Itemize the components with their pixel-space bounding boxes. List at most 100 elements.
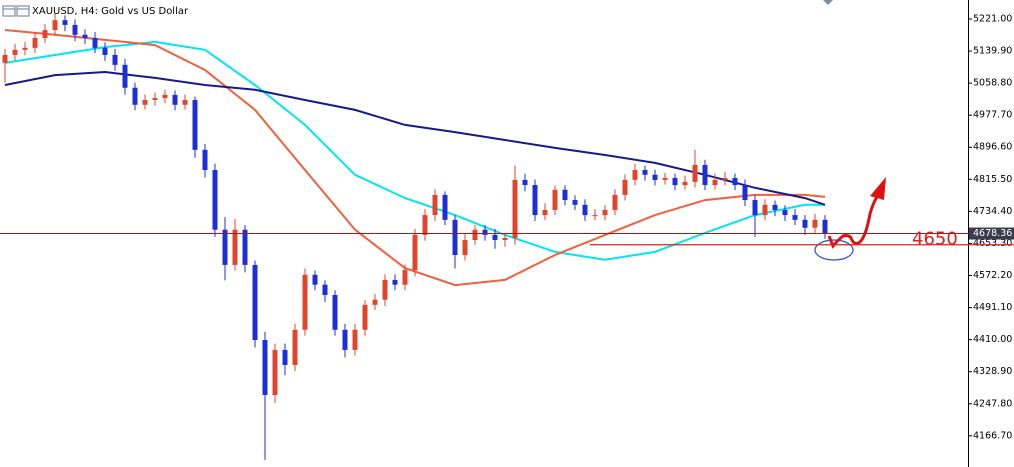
candle-body (322, 284, 328, 295)
candle-body (612, 194, 618, 210)
candle-body (112, 54, 118, 65)
candle-body (652, 174, 658, 180)
candle-body (272, 349, 278, 395)
candle-body (772, 204, 778, 210)
y-tick-label: 4734.40 (973, 206, 1012, 217)
candle-body (512, 179, 518, 239)
y-tick-label: 4247.80 (973, 398, 1012, 409)
candle-body (92, 37, 98, 48)
candle-body (282, 349, 288, 365)
candle-body (522, 179, 528, 186)
candle-body (592, 215, 598, 217)
candle-body (412, 234, 418, 271)
candle-body (182, 100, 188, 105)
y-tick-label: 4815.50 (973, 174, 1012, 185)
candle-body (762, 204, 768, 216)
plot-area (2, 13, 828, 460)
candle-body (792, 215, 798, 220)
y-tick-label: 4572.20 (973, 270, 1012, 281)
candle-body (482, 229, 488, 235)
candle-body (122, 64, 128, 88)
candle-body (442, 194, 448, 220)
candle-body (292, 329, 298, 365)
candle-body (382, 279, 388, 300)
candle-body (392, 279, 398, 285)
candle-body (422, 215, 428, 235)
moving-average-line (4, 40, 825, 261)
candle-body (212, 170, 218, 230)
candle-body (782, 209, 788, 216)
candle-body (362, 304, 368, 330)
candle-body (402, 270, 408, 285)
candle-body (82, 34, 88, 38)
candle-body (32, 37, 38, 48)
candle-body (502, 238, 508, 241)
candle-body (732, 177, 738, 186)
candle-body (572, 200, 578, 205)
y-tick-label: 4166.70 (973, 430, 1012, 441)
candle-body (222, 229, 228, 265)
candle-body (342, 329, 348, 350)
candle-body (12, 49, 18, 55)
candle-body (722, 177, 728, 180)
candle-body (682, 181, 688, 186)
candle-body (812, 219, 818, 228)
candle-body (52, 20, 58, 31)
candle-body (162, 94, 168, 99)
candle-body (132, 87, 138, 105)
candle-body (622, 179, 628, 195)
candle-body (672, 177, 678, 186)
candle-body (582, 204, 588, 216)
moving-average-line (4, 70, 826, 206)
y-tick-label: 4977.70 (973, 110, 1012, 121)
forecast-arrow (827, 194, 880, 249)
forecast-arrow-head (870, 177, 886, 200)
candle-body (662, 177, 668, 180)
candle-body (142, 100, 148, 105)
candle-body (802, 219, 808, 228)
candle-body (262, 340, 268, 395)
current-price-label: 4678.36 (973, 228, 1012, 239)
candle-body (472, 229, 478, 241)
candle-body (602, 209, 608, 216)
candle-body (752, 200, 758, 216)
candle-body (22, 47, 28, 50)
y-tick-label: 4491.10 (973, 302, 1012, 313)
candle-body (62, 20, 68, 25)
candle-body (742, 185, 748, 201)
y-tick-label: 4653.30 (973, 238, 1012, 249)
candle-body (822, 219, 828, 234)
candle-body (2, 54, 8, 63)
candle-body (702, 164, 708, 186)
y-tick-label: 4410.00 (973, 334, 1012, 345)
candle-body (242, 229, 248, 265)
shift-marker (823, 0, 833, 5)
candle-body (312, 274, 318, 285)
chart-title: XAUUSD, H4: Gold vs US Dollar (32, 6, 189, 17)
support-level-label: 4650 (912, 229, 958, 250)
candle-body (372, 299, 378, 305)
candle-body (532, 185, 538, 216)
y-tick-label: 5221.00 (973, 13, 1012, 24)
candle-body (332, 294, 338, 330)
candle-body (172, 94, 178, 105)
candle-body (452, 219, 458, 256)
candle-body (72, 24, 78, 35)
current-price-box (969, 227, 1014, 240)
y-tick-label: 4896.60 (973, 142, 1012, 153)
candle-body (492, 234, 498, 241)
moving-average-line (4, 29, 826, 287)
candle-body (642, 170, 648, 175)
candle-body (552, 189, 558, 210)
highlight-ellipse (814, 239, 854, 261)
y-tick-label: 4328.90 (973, 366, 1012, 377)
candle-body (42, 30, 48, 38)
candle-body (192, 100, 198, 150)
candle-body (202, 149, 208, 171)
candle-body (102, 47, 108, 55)
candle-body (232, 229, 238, 265)
candle-body (562, 189, 568, 201)
candle-body (542, 209, 548, 216)
